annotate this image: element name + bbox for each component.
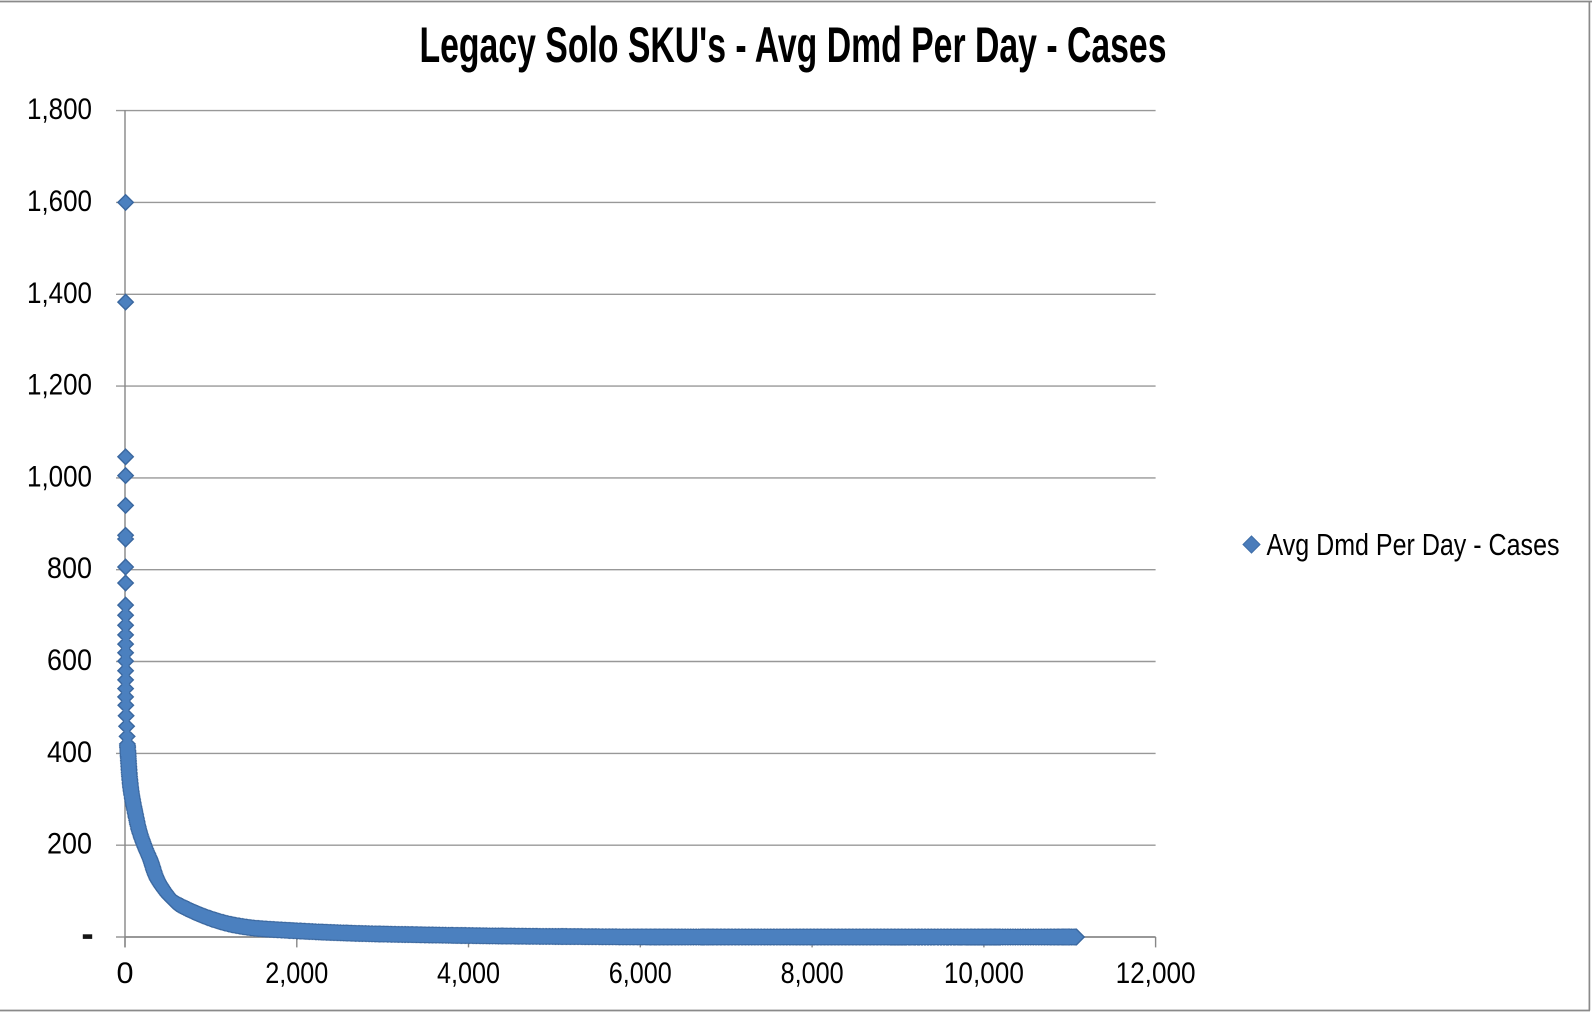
- svg-text:0: 0: [117, 957, 134, 990]
- svg-text:1,000: 1,000: [27, 460, 92, 493]
- svg-text:8,000: 8,000: [781, 957, 844, 990]
- svg-text:10,000: 10,000: [944, 957, 1024, 990]
- svg-text:12,000: 12,000: [1116, 957, 1196, 990]
- svg-text:1,800: 1,800: [27, 93, 92, 126]
- svg-text:200: 200: [47, 828, 92, 861]
- svg-text:6,000: 6,000: [609, 957, 672, 990]
- svg-text:1,200: 1,200: [27, 369, 92, 402]
- svg-text:400: 400: [47, 736, 92, 769]
- svg-text:Avg Dmd Per Day - Cases: Avg Dmd Per Day - Cases: [1267, 527, 1560, 562]
- svg-text:600: 600: [47, 644, 92, 677]
- svg-text:4,000: 4,000: [437, 957, 500, 990]
- svg-text:800: 800: [47, 552, 92, 585]
- svg-text:1,600: 1,600: [27, 185, 92, 218]
- svg-text:Legacy Solo SKU's - Avg Dmd Pe: Legacy Solo SKU's - Avg Dmd Per Day - Ca…: [420, 17, 1167, 73]
- svg-text:2,000: 2,000: [265, 957, 328, 990]
- svg-text:1,400: 1,400: [27, 277, 92, 310]
